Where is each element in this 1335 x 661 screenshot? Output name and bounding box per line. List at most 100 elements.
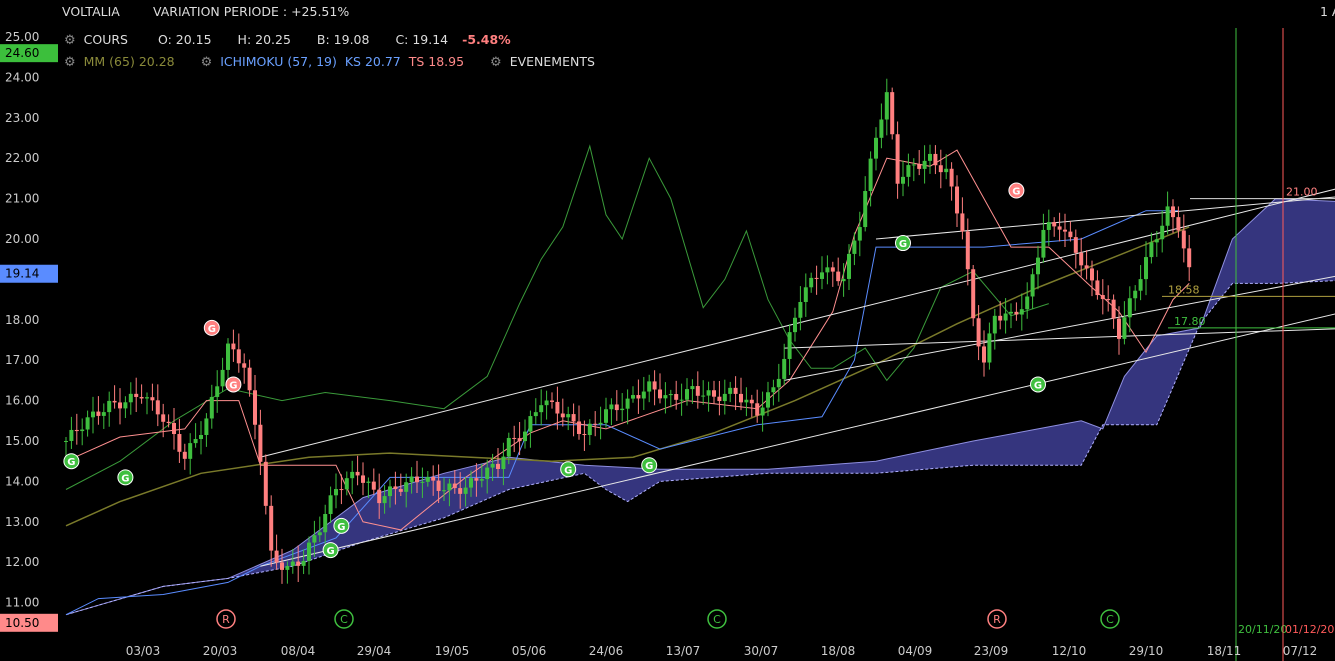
gear-icon[interactable]: ⚙ — [490, 55, 502, 70]
bottom-event: C — [707, 609, 727, 629]
candle-body — [123, 402, 128, 409]
gear-icon[interactable]: ⚙ — [64, 33, 76, 48]
event-letter: G — [67, 457, 75, 468]
candle-body — [917, 164, 922, 169]
candle-body — [960, 213, 965, 232]
candle-body — [339, 489, 344, 491]
candle-body — [463, 487, 468, 494]
candle-body — [582, 434, 587, 436]
x-tick-label: 29/10 — [1129, 644, 1164, 658]
event-circle — [1030, 376, 1046, 393]
candle-body — [809, 277, 814, 288]
gear-icon[interactable]: ⚙ — [64, 55, 76, 70]
candle-body — [1079, 252, 1084, 266]
events-label[interactable]: EVENEMENTS — [509, 54, 595, 69]
level-label: 21.00 — [1286, 186, 1318, 199]
candle-body — [1127, 298, 1132, 318]
bottom-event: C — [334, 609, 354, 629]
candle-body — [550, 400, 554, 402]
candle-body — [658, 389, 662, 399]
candle-body — [247, 367, 252, 391]
y-tick-label: 18.00 — [5, 313, 39, 327]
candle-body — [814, 277, 819, 279]
candle-body — [884, 92, 889, 120]
candle-body — [1090, 268, 1094, 281]
candle-body — [1181, 230, 1186, 249]
candle-body — [836, 271, 841, 282]
candle-body — [199, 434, 203, 440]
event-circle — [895, 235, 911, 252]
x-tick-label: 08/04 — [281, 644, 316, 658]
candle-body — [760, 407, 765, 416]
candle-body — [803, 287, 808, 302]
cours-label: COURS — [83, 32, 128, 47]
bottom-event-letter: R — [222, 613, 230, 626]
candle-body — [307, 542, 311, 561]
candle-body — [506, 437, 511, 457]
event-marker: G — [117, 469, 134, 486]
candle-body — [798, 301, 803, 318]
candle-body — [971, 269, 976, 319]
candle-body — [371, 481, 376, 490]
candle-body — [442, 490, 446, 492]
candle-body — [474, 478, 479, 481]
price-badge-text: 24.60 — [5, 46, 39, 60]
candle-body — [620, 408, 625, 411]
candle-body — [1117, 318, 1121, 339]
candle-body — [895, 134, 900, 184]
candlesticks — [64, 78, 1192, 584]
y-tick-label: 20.00 — [5, 232, 39, 246]
high-value: H: 20.25 — [237, 32, 291, 47]
candle-body — [496, 463, 500, 469]
level-label: 17.80 — [1174, 315, 1206, 328]
candle-body — [998, 315, 1003, 321]
mm-line — [65, 226, 1190, 527]
candle-body — [1160, 225, 1165, 240]
event-markers: G G G G G G G G G G G R C C R C — [63, 182, 1120, 629]
candle-body — [577, 421, 581, 435]
candle-body — [420, 481, 425, 483]
candle-body — [253, 390, 257, 425]
price-badge-bg — [0, 613, 58, 632]
candle-body — [431, 477, 436, 481]
candle-body — [1046, 222, 1051, 230]
candle-body — [134, 393, 139, 397]
candle-body — [631, 395, 635, 399]
event-circle — [560, 461, 577, 478]
candle-body — [976, 318, 981, 347]
candle-body — [91, 411, 95, 418]
candle-body — [911, 164, 916, 166]
candle-body — [377, 489, 382, 504]
mm-label[interactable]: MM (65) 20.28 — [83, 54, 175, 69]
candle-body — [436, 480, 441, 491]
cloud-fill — [66, 198, 1335, 615]
event-marker: G — [560, 461, 577, 478]
date-vline-label: 01/12/20 — [1285, 623, 1334, 636]
ichimoku-cloud — [65, 198, 1335, 616]
x-axis: 03/03 20/03 08/04 29/04 19/05 05/06 24/06 13/07… — [126, 644, 1318, 658]
event-circle — [333, 517, 350, 534]
candle-body — [609, 404, 614, 410]
candle-body — [890, 92, 895, 135]
x-tick-label: 03/03 — [126, 644, 161, 658]
x-tick-label: 07/12 — [1283, 644, 1318, 658]
event-circle — [225, 376, 242, 393]
bottom-event: C — [1100, 609, 1120, 629]
candle-body — [722, 393, 727, 402]
candle-body — [863, 191, 868, 228]
candle-body — [636, 395, 641, 399]
price-badge-bg — [0, 264, 58, 283]
ichimoku-label[interactable]: ICHIMOKU (57, 19) — [220, 54, 337, 69]
ks-label: KS 20.77 — [344, 54, 401, 69]
corner-label[interactable]: 1 A — [1320, 4, 1335, 19]
candle-body — [296, 561, 301, 566]
candle-body — [933, 153, 938, 166]
gear-icon[interactable]: ⚙ — [200, 55, 213, 70]
candle-body — [1187, 248, 1192, 268]
candle-body — [922, 160, 927, 169]
candle-body — [1095, 280, 1100, 296]
y-tick-label: 12.00 — [5, 555, 39, 569]
event-marker: G — [895, 235, 911, 252]
